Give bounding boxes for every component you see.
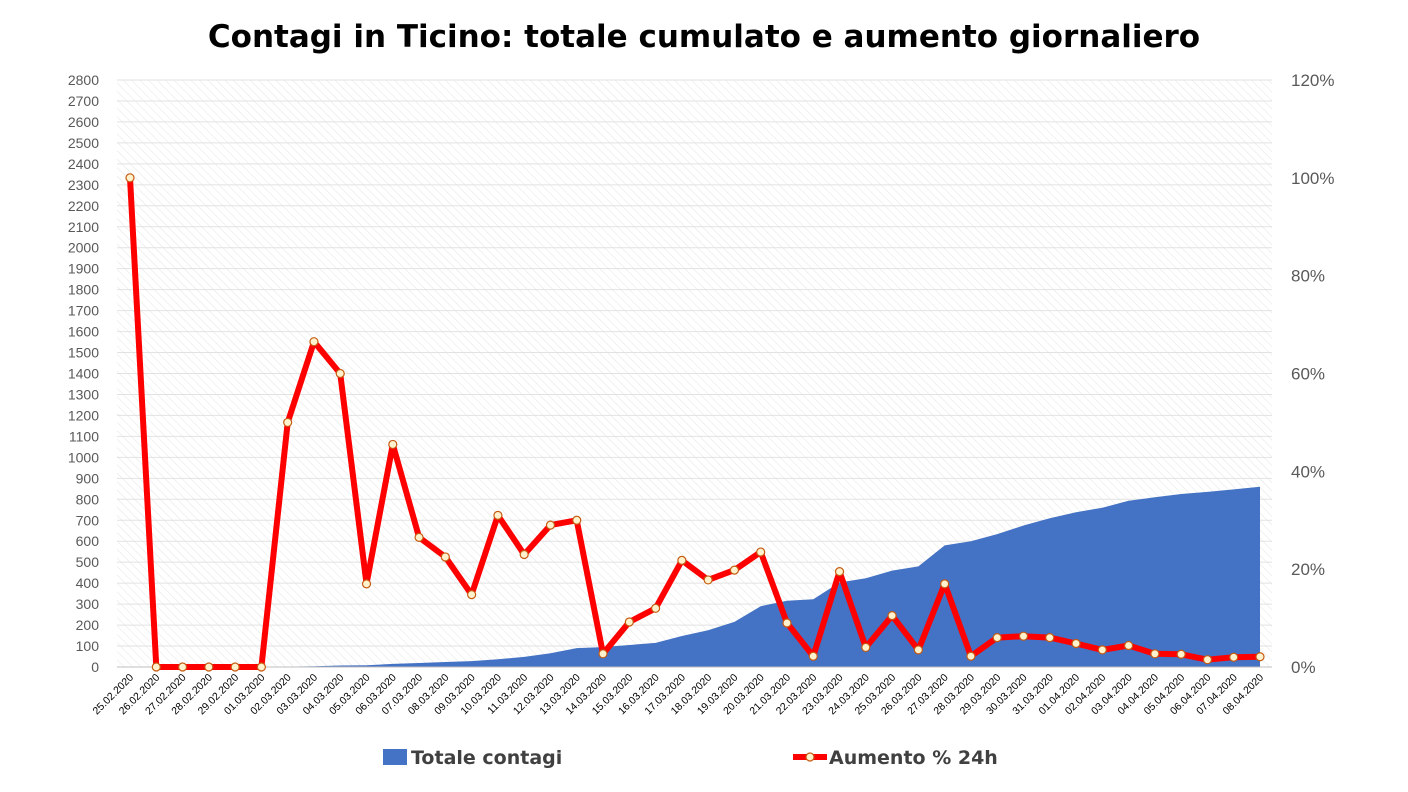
y-tick-label: 2800 — [68, 72, 99, 88]
y-tick-label: 700 — [76, 512, 100, 528]
y-tick-label: 2600 — [68, 114, 99, 130]
data-point — [177, 662, 188, 672]
data-point — [283, 417, 293, 428]
data-point — [414, 532, 424, 542]
y-tick-label: 1300 — [68, 386, 99, 402]
y2-tick-label: 40% — [1291, 462, 1325, 481]
data-point — [467, 590, 477, 600]
data-point — [309, 337, 319, 347]
data-point — [861, 642, 871, 653]
data-point — [230, 662, 240, 672]
gridlines — [117, 79, 1272, 647]
data-point — [1071, 638, 1081, 649]
y-tick-label: 2100 — [68, 219, 99, 235]
y-tick-label: 1700 — [68, 303, 99, 319]
data-point — [703, 575, 713, 585]
y-tick-label: 1000 — [68, 449, 99, 465]
data-point — [493, 510, 503, 520]
data-point — [1255, 652, 1265, 662]
data-point — [125, 173, 135, 183]
x-axis: 25.02.202026.02.202027.02.202028.02.2020… — [90, 672, 1266, 718]
data-point — [204, 662, 214, 672]
data-point — [1150, 649, 1160, 659]
data-point — [1097, 645, 1107, 655]
data-point — [519, 549, 529, 560]
data-point — [1124, 640, 1134, 651]
data-point — [992, 633, 1002, 643]
y-tick-label: 800 — [76, 491, 100, 507]
data-point — [913, 645, 923, 655]
y-tick-label: 2400 — [68, 156, 99, 172]
y-tick-label: 100 — [76, 638, 100, 654]
data-point — [361, 579, 372, 589]
y-tick-label: 0 — [91, 659, 99, 675]
legend-label-area: Totale contagi — [411, 747, 562, 769]
data-point — [624, 617, 634, 627]
data-point — [729, 565, 740, 575]
y-tick-label: 1400 — [68, 366, 99, 382]
data-point — [1202, 655, 1213, 665]
y-tick-label: 200 — [76, 617, 100, 633]
y-tick-label: 2700 — [68, 93, 99, 109]
y-tick-label: 1900 — [68, 261, 99, 277]
y2-tick-label: 20% — [1291, 560, 1325, 579]
data-point — [756, 547, 766, 557]
y-tick-label: 2500 — [68, 135, 99, 151]
y-tick-label: 400 — [76, 575, 100, 591]
data-point — [572, 515, 582, 525]
data-point — [1018, 631, 1029, 641]
y-tick-label: 1800 — [68, 282, 99, 298]
data-point — [808, 651, 818, 661]
y2-tick-label: 80% — [1291, 267, 1325, 286]
data-point — [1045, 633, 1055, 643]
chart-title: Contagi in Ticino: totale cumulato e aum… — [208, 19, 1200, 55]
data-point — [966, 651, 976, 661]
data-point — [887, 611, 897, 621]
series-area-totale-contagi — [130, 486, 1260, 667]
data-point — [1176, 649, 1186, 659]
data-point — [782, 618, 792, 628]
data-point — [256, 662, 266, 672]
y-tick-label: 2300 — [68, 177, 99, 193]
y-tick-label: 500 — [76, 554, 100, 570]
data-point — [940, 579, 950, 589]
legend-label-line: Aumento % 24h — [829, 747, 998, 769]
y-tick-label: 600 — [76, 533, 100, 549]
data-point — [1229, 652, 1239, 662]
legend: Totale contagi Aumento % 24h — [383, 747, 998, 769]
y2-tick-label: 120% — [1291, 71, 1334, 90]
series-markers — [125, 173, 1265, 672]
y2-tick-label: 0% — [1291, 658, 1316, 677]
data-point — [677, 555, 687, 565]
data-point — [335, 368, 345, 379]
y-tick-label: 2000 — [68, 240, 99, 256]
data-point — [388, 439, 398, 450]
data-point — [834, 567, 845, 577]
legend-swatch-area — [383, 749, 407, 765]
y-tick-label: 2200 — [68, 198, 99, 214]
y2-tick-label: 100% — [1291, 169, 1334, 188]
legend-swatch-marker — [805, 752, 815, 762]
y-tick-label: 300 — [76, 596, 100, 612]
y-tick-label: 900 — [76, 470, 100, 486]
y2-tick-label: 60% — [1291, 365, 1325, 384]
y-tick-label: 1600 — [68, 324, 99, 340]
y-tick-label: 1100 — [69, 428, 99, 444]
data-point — [650, 603, 661, 613]
y-tick-label: 1200 — [68, 407, 99, 423]
data-point — [440, 552, 450, 562]
data-point — [151, 662, 161, 672]
data-point — [598, 649, 608, 659]
data-point — [545, 520, 556, 530]
y-axis-left: 0 100 200 300 400 500 600 700 800 900 1000 1100 1200… — [68, 72, 99, 675]
y-tick-label: 1500 — [68, 345, 99, 361]
y-axis-right: 0% 20% 40% 60% 80% 100% 120% — [1291, 71, 1334, 677]
